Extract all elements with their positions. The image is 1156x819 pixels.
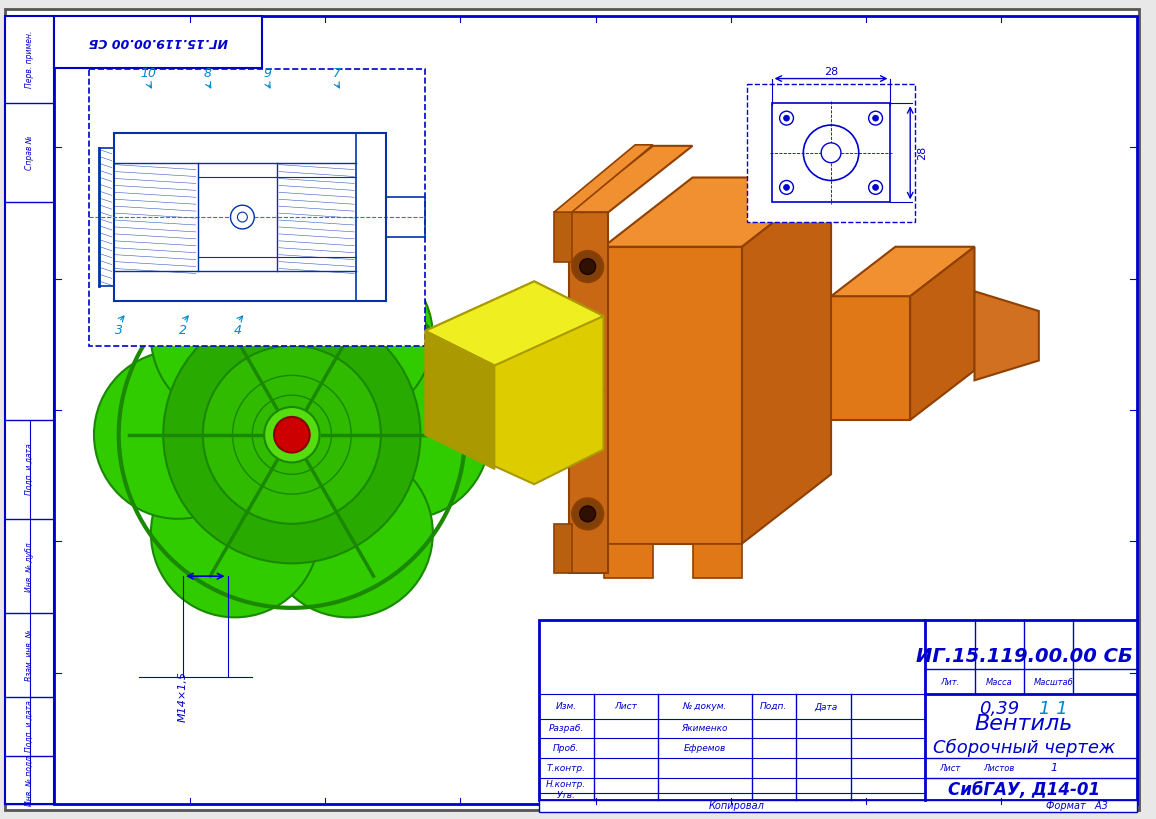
Text: ИГ.15.119.00.00 СБ: ИГ.15.119.00.00 СБ	[916, 647, 1133, 666]
Polygon shape	[425, 282, 603, 365]
Circle shape	[265, 449, 432, 618]
Circle shape	[873, 184, 879, 190]
Circle shape	[779, 180, 793, 194]
Polygon shape	[742, 178, 831, 544]
Circle shape	[572, 498, 603, 530]
Text: Справ №: Справ №	[25, 135, 35, 170]
Circle shape	[580, 506, 595, 522]
Text: 4: 4	[234, 324, 242, 337]
Text: Т.контр.: Т.контр.	[547, 763, 585, 772]
Circle shape	[784, 115, 790, 121]
Polygon shape	[975, 292, 1039, 380]
Circle shape	[151, 252, 319, 420]
Circle shape	[821, 143, 840, 163]
Text: Н.контр.: Н.контр.	[546, 781, 586, 790]
Polygon shape	[183, 546, 228, 606]
Text: Утв.: Утв.	[556, 791, 576, 800]
Circle shape	[265, 252, 432, 420]
Circle shape	[873, 115, 879, 121]
Text: Копировал: Копировал	[709, 801, 765, 811]
Text: 1: 1	[1050, 763, 1058, 773]
Circle shape	[784, 184, 790, 190]
Polygon shape	[603, 247, 742, 544]
Text: СибГАУ, Д14-01: СибГАУ, Д14-01	[948, 781, 1101, 799]
Text: ИГ.15.119.00.00 СБ: ИГ.15.119.00.00 СБ	[89, 35, 228, 48]
Circle shape	[265, 407, 319, 463]
Polygon shape	[569, 212, 608, 573]
Text: Листов: Листов	[984, 763, 1015, 772]
Text: Разраб.: Разраб.	[548, 724, 584, 733]
Text: Изм.: Изм.	[555, 703, 577, 711]
Text: Лист: Лист	[614, 703, 637, 711]
Polygon shape	[831, 296, 910, 420]
Bar	[89, 69, 425, 346]
Text: Якименко: Якименко	[681, 724, 727, 733]
Circle shape	[230, 206, 254, 229]
Circle shape	[321, 351, 490, 518]
Circle shape	[572, 251, 603, 283]
Polygon shape	[554, 212, 572, 261]
Text: Инв. № дубл.: Инв. № дубл.	[25, 540, 35, 592]
Circle shape	[151, 449, 319, 618]
Text: 3: 3	[114, 324, 123, 337]
Text: 28: 28	[824, 66, 838, 77]
Text: Подп. и дата: Подп. и дата	[25, 443, 35, 495]
Text: Сборочный чертеж: Сборочный чертеж	[933, 740, 1116, 758]
Circle shape	[868, 180, 882, 194]
Polygon shape	[603, 178, 831, 247]
Bar	[539, 800, 1136, 812]
Text: № докум.: № докум.	[682, 703, 727, 711]
Text: Подп.: Подп.	[759, 703, 787, 711]
Circle shape	[237, 212, 247, 222]
Text: 8: 8	[203, 67, 212, 80]
Polygon shape	[425, 331, 495, 469]
Text: М14×1,5: М14×1,5	[178, 672, 188, 722]
Bar	[772, 103, 890, 202]
Circle shape	[274, 417, 310, 453]
Circle shape	[779, 111, 793, 125]
Circle shape	[580, 259, 595, 274]
Text: Подп. и дата: Подп. и дата	[25, 701, 35, 753]
Text: Инв. № подл.: Инв. № подл.	[25, 753, 35, 806]
Circle shape	[572, 374, 603, 406]
Polygon shape	[603, 544, 653, 578]
Polygon shape	[831, 247, 975, 296]
Text: 0,39: 0,39	[979, 699, 1020, 717]
Circle shape	[202, 346, 380, 524]
Text: Масштаб: Масштаб	[1033, 677, 1074, 686]
Circle shape	[94, 351, 262, 518]
Text: Ефремов: Ефремов	[683, 744, 726, 753]
Polygon shape	[425, 282, 603, 484]
Bar	[747, 84, 916, 222]
Polygon shape	[569, 146, 692, 212]
Text: 9: 9	[264, 67, 272, 80]
Text: Масса: Масса	[986, 677, 1013, 686]
Text: 2: 2	[179, 324, 187, 337]
Circle shape	[868, 111, 882, 125]
Text: Проб.: Проб.	[553, 744, 579, 753]
Bar	[5, 16, 54, 803]
Text: Лит.: Лит.	[940, 677, 959, 686]
Polygon shape	[692, 544, 742, 578]
Polygon shape	[183, 563, 291, 588]
Circle shape	[163, 306, 421, 563]
Text: Взам. инв. №: Взам. инв. №	[25, 629, 35, 681]
Text: 28: 28	[917, 146, 927, 160]
Text: Формат   А3: Формат А3	[1046, 801, 1109, 811]
Text: Перв. примен.: Перв. примен.	[25, 31, 35, 88]
Text: 7: 7	[333, 67, 340, 80]
Circle shape	[580, 382, 595, 398]
Polygon shape	[554, 524, 572, 573]
Polygon shape	[910, 247, 975, 420]
Text: Лист: Лист	[939, 763, 961, 772]
Text: Дата: Дата	[815, 703, 838, 711]
Polygon shape	[554, 145, 653, 212]
Bar	[54, 16, 262, 68]
Bar	[539, 620, 1136, 800]
Text: Вентиль: Вентиль	[975, 713, 1073, 734]
Circle shape	[803, 125, 859, 180]
Text: 10: 10	[140, 67, 156, 80]
Text: 1 1: 1 1	[1039, 699, 1068, 717]
